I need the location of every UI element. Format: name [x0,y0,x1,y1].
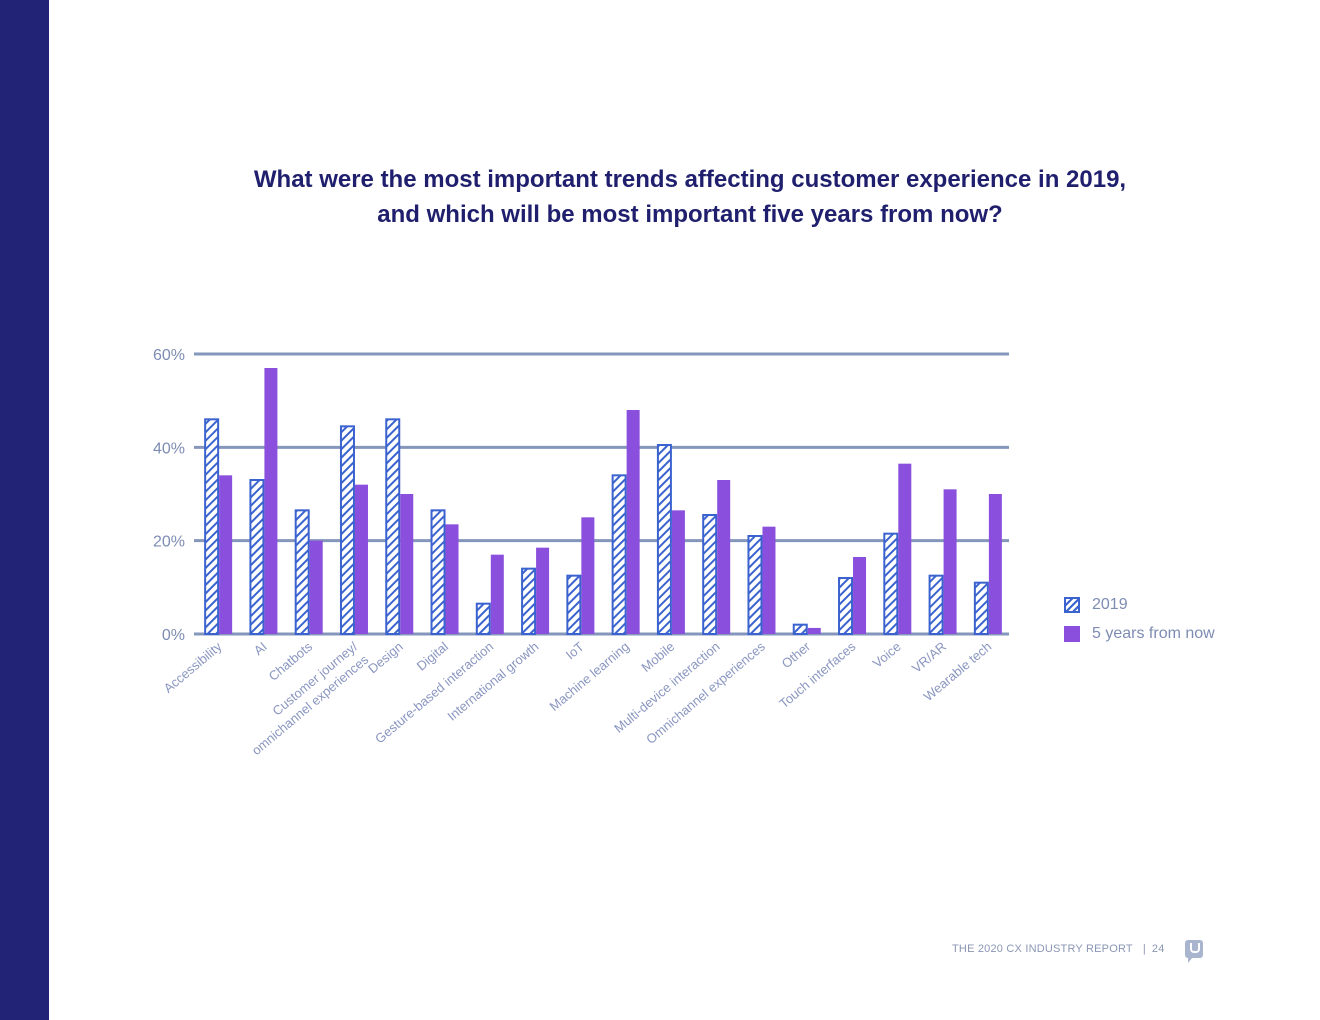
bar-2019 [611,474,627,636]
x-tick-label-line: omnichannel experiences [249,652,372,759]
bar-2019 [430,509,446,636]
legend-label: 5 years from now [1092,624,1215,642]
bar-5-years [717,480,731,634]
speech-bubble-logo-icon [1185,940,1203,963]
footer-separator: | [1142,943,1146,955]
sidebar-band [0,0,49,1020]
bar-5-years [807,627,821,634]
legend-item-2019[interactable]: 2019 [1064,590,1215,619]
bar-5-years [762,526,776,634]
legend: 2019 5 years from now [1064,590,1215,648]
bar-5-years [853,557,867,634]
x-tick-label-line: Mobile [638,639,677,675]
bar-2019 [838,577,854,635]
bar-5-years [354,484,368,634]
bar-2019 [204,418,220,636]
x-tick-label-line: Touch interfaces [776,638,859,711]
x-tick-label-line: Digital [414,639,451,674]
bar-5-years [264,368,278,634]
bar-5-years [490,554,504,634]
bar-2019 [566,574,582,636]
y-axis-ticks: 0% 20% 40% 60% [153,347,185,644]
bar-5-years [581,517,595,634]
bar-5-years [400,494,414,634]
bar-5-years [536,547,550,634]
x-tick-label-line: Accessibility [161,638,225,695]
x-tick-label-line: Design [365,639,406,677]
legend-label: 2019 [1092,595,1128,613]
legend-item-5-years[interactable]: 5 years from now [1064,619,1215,648]
x-tick-label-line: AI [251,639,270,658]
x-tick-label: VR/AR [909,639,949,676]
x-tick-label: Accessibility [161,638,225,695]
bar-2019 [521,567,537,636]
bar-2019 [339,425,355,636]
chart-title-line-1: What were the most important trends affe… [253,166,1127,193]
chart-title-line-2: and which will be most important five ye… [377,201,1003,228]
x-tick-label: IoT [563,639,587,663]
bar-5-years [445,524,459,634]
x-tick-label-line: Voice [870,639,904,671]
solid-swatch-icon [1064,625,1080,642]
x-tick-label: Digital [414,639,451,674]
bar-5-years [898,463,912,634]
x-tick-label: Mobile [638,639,677,675]
chart-title: What were the most important trends affe… [60,162,1320,232]
x-tick-label: Machine learning [547,639,632,714]
bar-2019 [973,581,989,636]
bar-2019 [249,479,265,635]
y-tick-label: 60% [153,347,185,364]
x-tick-label: AI [251,639,270,658]
y-tick-label: 40% [153,440,185,457]
bar-2019 [385,418,401,636]
footer: THE 2020 CX INDUSTRY REPORT | 24 [952,943,1165,955]
x-tick-label-line: Other [779,638,814,671]
gridlines [194,352,1009,636]
bar-5-years [309,540,323,634]
bar-5-years [943,489,957,634]
x-tick-label-line: IoT [563,639,587,663]
page-number: 24 [1151,943,1165,955]
hatched-swatch-icon [1064,596,1080,613]
x-tick-label: Design [365,639,406,677]
bar-2019 [883,532,899,636]
bar-2019 [702,514,718,635]
y-tick-label: 20% [153,534,185,551]
bar-5-years [626,410,640,634]
bar-5-years [219,475,233,634]
y-tick-label: 0% [162,627,185,644]
bar-2019 [792,623,808,636]
bar-2019 [747,535,763,635]
bar-2019 [656,444,672,635]
report-name: THE 2020 CX INDUSTRY REPORT [952,943,1133,955]
bar-2019 [928,574,944,636]
x-tick-label: Touch interfaces [776,638,859,711]
bar-5-years [671,510,685,634]
x-tick-label: Other [779,638,814,671]
bar-2019 [294,509,310,636]
bars [204,368,1002,636]
x-tick-label: Voice [870,639,904,671]
bar-5-years [988,494,1002,634]
bar-2019 [475,602,491,636]
x-tick-label-line: VR/AR [909,639,949,676]
x-tick-label-line: Machine learning [547,639,632,714]
